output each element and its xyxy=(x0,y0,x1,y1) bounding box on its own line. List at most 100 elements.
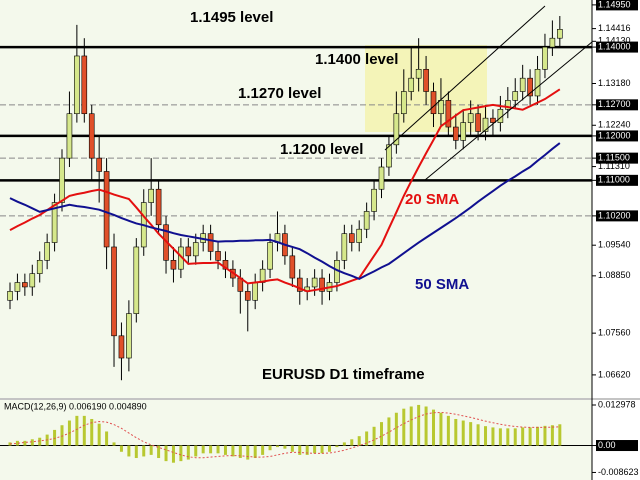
macd-bar xyxy=(105,431,109,446)
macd-bar xyxy=(409,406,413,446)
macd-bar xyxy=(179,445,183,462)
candle-body xyxy=(88,113,95,159)
annotation: 1.1400 level xyxy=(315,51,398,68)
macd-bar xyxy=(558,424,562,446)
candle-body xyxy=(66,113,73,159)
candle-body xyxy=(482,117,489,132)
candle-body xyxy=(452,126,459,141)
macd-bar xyxy=(313,445,317,454)
candle-body xyxy=(244,291,251,301)
candle-body xyxy=(126,313,132,359)
price-pane xyxy=(0,0,592,398)
y-tick-label: 1.07560 xyxy=(598,328,631,338)
macd-bar xyxy=(23,440,27,446)
macd-bar xyxy=(231,445,235,457)
macd-bar xyxy=(543,425,547,446)
candle-body xyxy=(356,228,363,243)
candle-body xyxy=(192,242,199,257)
macd-bar xyxy=(491,427,495,446)
candle-body xyxy=(170,259,177,270)
candle-body xyxy=(393,113,400,146)
tick-label-box xyxy=(596,174,638,186)
macd-bar xyxy=(15,440,19,446)
macd-bar xyxy=(402,408,406,446)
candle-body xyxy=(386,144,392,168)
candle-body xyxy=(252,282,258,301)
macd-bar xyxy=(350,439,354,446)
macd-bar xyxy=(275,445,279,448)
y-tick-label: 1.09540 xyxy=(598,240,631,250)
macd-bar xyxy=(372,426,376,446)
macd-bar xyxy=(446,415,450,446)
candle-body xyxy=(430,91,437,115)
candle-body xyxy=(534,68,541,97)
candle-body xyxy=(467,113,474,123)
y-tick-label: 1.13180 xyxy=(598,78,631,88)
macd-bar xyxy=(53,429,57,446)
tick-label-box xyxy=(596,130,638,142)
macd-bar xyxy=(394,412,398,446)
macd-bar xyxy=(119,445,123,452)
macd-bar xyxy=(320,445,324,454)
candle-body xyxy=(29,273,36,288)
candle-body xyxy=(348,233,355,243)
candle-body xyxy=(44,242,50,261)
y-tick-label: 1.08850 xyxy=(598,270,631,280)
candle-body xyxy=(103,171,110,248)
tick-label-box xyxy=(596,0,638,11)
candle-body xyxy=(185,246,192,257)
macd-bar xyxy=(216,445,220,454)
macd-bar xyxy=(305,445,309,455)
macd-bar xyxy=(75,415,79,446)
series-label: 50 SMA xyxy=(415,276,469,293)
candle-body xyxy=(527,77,533,97)
y-tick-label: 1.12240 xyxy=(598,120,631,130)
y-tick-label: 1.12000 xyxy=(598,130,631,140)
macd-bar xyxy=(476,424,480,446)
macd-bar xyxy=(335,445,339,448)
macd-bar xyxy=(454,418,458,446)
y-tick-label: 1.10200 xyxy=(598,210,631,220)
candle-body xyxy=(460,122,467,141)
macd-bar xyxy=(134,445,138,459)
macd-bar xyxy=(327,445,331,452)
tick-label-box xyxy=(596,152,638,164)
macd-bar xyxy=(171,445,175,463)
candle-body xyxy=(438,100,444,115)
y-tick-label: 0.00 xyxy=(598,440,616,450)
candle-body xyxy=(423,68,429,92)
annotation: 1.1200 level xyxy=(280,141,363,158)
candle-body xyxy=(81,55,88,115)
tick-label-box xyxy=(596,210,638,222)
candle-body xyxy=(155,188,162,226)
macd-bar xyxy=(469,422,473,446)
macd-bar xyxy=(290,445,294,452)
annotation: 1.1270 level xyxy=(238,85,321,102)
macd-bar xyxy=(268,445,272,451)
candle-body xyxy=(207,233,214,252)
macd-bar xyxy=(164,445,168,462)
sma-line xyxy=(9,142,561,281)
macd-bar xyxy=(223,445,227,455)
candle-body xyxy=(111,246,117,337)
annotation: 1.1495 level xyxy=(190,9,273,26)
macd-bar xyxy=(357,436,361,446)
candle-body xyxy=(36,259,43,274)
candle-body xyxy=(408,77,415,92)
candle-body xyxy=(505,100,511,110)
candle-body xyxy=(400,91,407,115)
macd-bar xyxy=(60,425,64,446)
annotation: EURUSD D1 timeframe xyxy=(262,366,425,383)
macd-bar xyxy=(157,445,161,459)
y-tick-label: 0.012978 xyxy=(598,399,636,409)
macd-bar xyxy=(238,445,242,459)
macd-bar xyxy=(513,428,517,446)
macd-bar xyxy=(253,445,257,459)
candle-body xyxy=(557,29,563,39)
candle-body xyxy=(14,282,21,292)
macd-bar xyxy=(528,427,532,446)
macd-bar xyxy=(246,445,250,460)
candle-body xyxy=(51,202,58,243)
